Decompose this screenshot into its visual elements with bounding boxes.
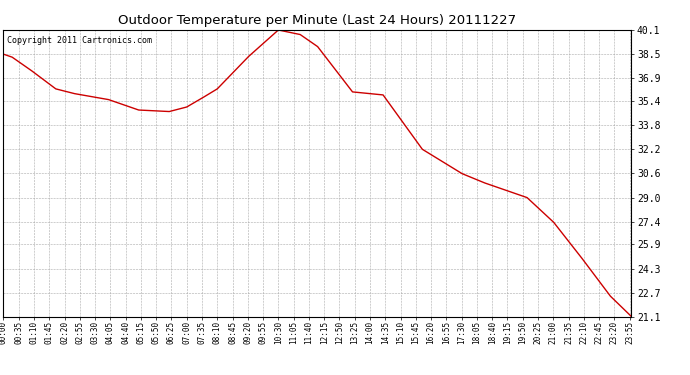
Title: Outdoor Temperature per Minute (Last 24 Hours) 20111227: Outdoor Temperature per Minute (Last 24 … bbox=[119, 15, 516, 27]
Text: Copyright 2011 Cartronics.com: Copyright 2011 Cartronics.com bbox=[7, 36, 152, 45]
